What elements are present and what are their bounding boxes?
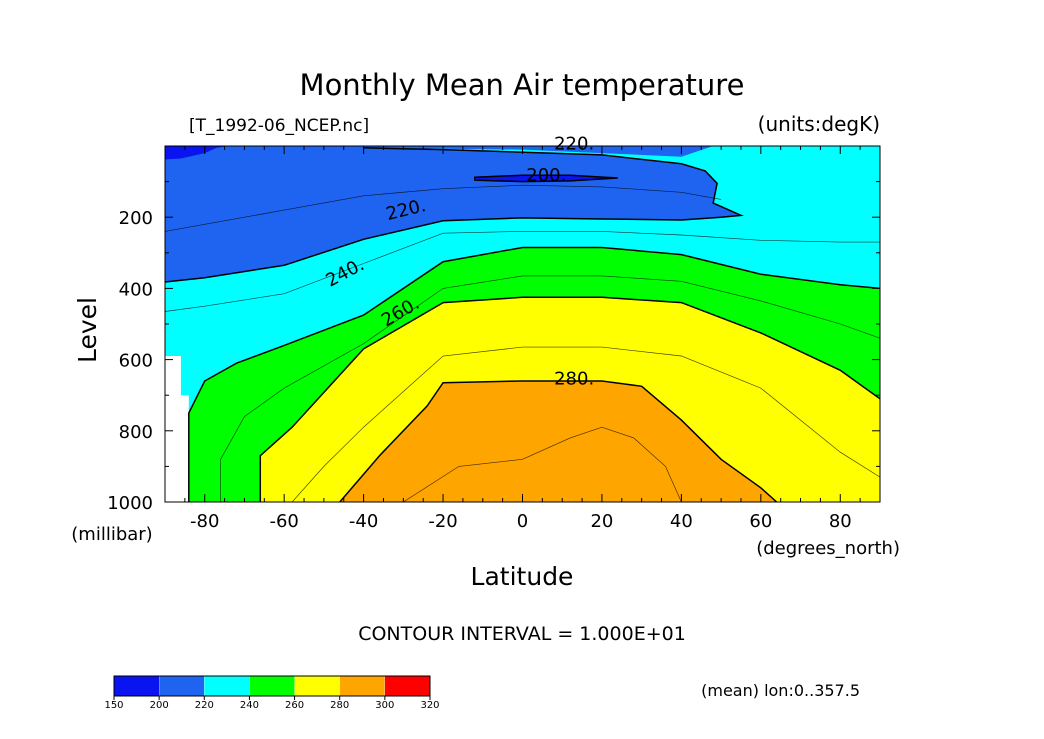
contour-label: 280. (554, 369, 594, 390)
units-label: (units:degK) (758, 112, 880, 136)
contour-line-200 (474, 174, 618, 183)
contour-label: 220. (554, 134, 594, 155)
x-tick-label: 0 (517, 511, 528, 532)
x-tick-label: 20 (590, 511, 613, 532)
colorbar-label: 150 (104, 700, 123, 711)
x-tick-label: -80 (190, 511, 219, 532)
plot-fill-layer (165, 146, 880, 502)
contour-line-260 (259, 296, 880, 502)
contour-line-minor-2 (165, 231, 880, 312)
x-tick-label: 80 (829, 511, 852, 532)
contour-line-minor-1 (165, 184, 722, 232)
plot-lines-layer (165, 147, 880, 502)
dataset-label: [T_1992-06_NCEP.nc] (189, 116, 369, 136)
colorbar-label: 300 (375, 700, 394, 711)
colorbar-layer: 150 200 220 240 260 280 300 320 (104, 675, 440, 711)
contour-band-200-220-top (363, 146, 714, 157)
y-axis-units: (millibar) (71, 524, 152, 545)
contour-label: 200. (526, 165, 566, 186)
y-tick-label: 600 (119, 351, 153, 372)
y-tick-label: 1000 (107, 493, 153, 514)
colorbar-label: 260 (285, 700, 304, 711)
x-axis-title: Latitude (471, 562, 574, 591)
contour-line-minor-4 (291, 346, 880, 502)
colorbar-swatch (204, 675, 250, 697)
footer-note: (mean) lon:0..357.5 (701, 681, 860, 700)
missing-data-region (165, 356, 189, 502)
x-tick-label: 60 (749, 511, 772, 532)
contour-band-150-200-southpole (165, 146, 229, 160)
x-axis-units: (degrees_north) (756, 538, 900, 559)
colorbar-label: 240 (240, 700, 259, 711)
contour-band-280-300 (165, 381, 880, 502)
x-tick-label: 40 (670, 511, 693, 532)
colorbar-label: 280 (330, 700, 349, 711)
colorbar-swatch (339, 675, 385, 697)
x-tick-label: -60 (269, 511, 298, 532)
contour-line-minor-5 (403, 426, 682, 502)
colorbar-label: 220 (195, 700, 214, 711)
x-tick-label: -20 (428, 511, 457, 532)
colorbar-label: 320 (420, 700, 439, 711)
contour-line-minor-3 (220, 275, 880, 502)
axis-ticks-layer: -80 -60 -40 -20 0 20 40 60 80 200 400 600 800 1000 (107, 146, 881, 532)
y-tick-label: 800 (119, 422, 153, 443)
colorbar-frame (113, 675, 431, 697)
colorbar-label: 200 (150, 700, 169, 711)
contour-line-280 (339, 380, 778, 502)
y-tick-label: 400 (119, 279, 153, 300)
colorbar-swatch (113, 675, 160, 697)
contour-line-240 (188, 246, 880, 502)
colorbar-swatch (159, 675, 205, 697)
x-tick-label: -40 (349, 511, 378, 532)
y-axis-title: Level (73, 297, 102, 363)
colorbar-swatch (294, 675, 340, 697)
contour-line-220 (165, 147, 744, 283)
contour-interval-note: CONTOUR INTERVAL = 1.000E+01 (358, 623, 686, 645)
y-tick-label: 200 (119, 208, 153, 229)
colorbar-swatch (384, 675, 431, 697)
chart-title: Monthly Mean Air temperature (300, 68, 745, 102)
colorbar-swatch (249, 675, 295, 697)
